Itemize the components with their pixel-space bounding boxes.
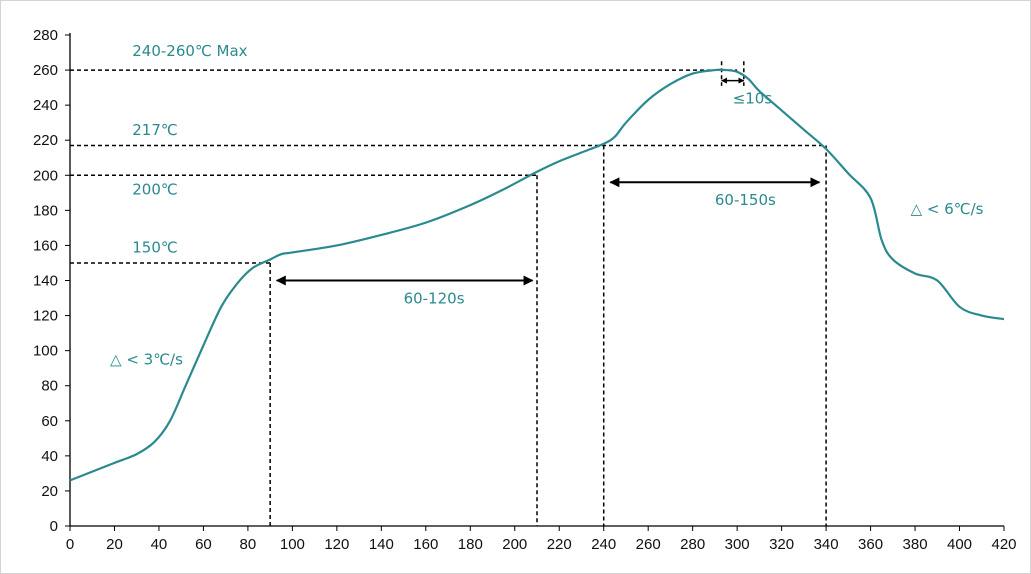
annotation-label: 150℃ [132,238,177,256]
x-tick-label: 140 [369,536,394,553]
y-tick-label: 280 [33,27,58,44]
y-tick-label: 260 [33,62,58,79]
x-tick-label: 400 [947,536,972,553]
annotation-label: ≤10s [733,89,773,107]
x-tick-label: 420 [991,536,1016,553]
x-tick-label: 80 [240,536,257,553]
x-tick-label: 0 [66,536,74,553]
y-tick-label: 40 [41,448,58,465]
y-tick-label: 200 [33,167,58,184]
x-tick-label: 100 [280,536,305,553]
x-tick-label: 360 [858,536,883,553]
annotation-label: 60-150s [715,191,776,209]
y-tick-label: 100 [33,343,58,360]
x-tick-label: 320 [769,536,794,553]
x-tick-label: 60 [195,536,212,553]
annotation-label: △ < 3℃/s [110,351,183,369]
y-tick-label: 220 [33,132,58,149]
y-tick-label: 0 [50,518,58,535]
x-tick-label: 160 [413,536,438,553]
y-tick-label: 80 [41,378,58,395]
x-tick-label: 120 [324,536,349,553]
y-tick-label: 180 [33,202,58,219]
x-tick-label: 380 [903,536,928,553]
x-tick-label: 220 [547,536,572,553]
annotation-label: △ < 6℃/s [911,200,984,218]
x-tick-label: 300 [725,536,750,553]
x-tick-label: 40 [151,536,168,553]
x-tick-label: 20 [106,536,123,553]
annotation-label: 217℃ [132,121,177,139]
temperature-curve [69,68,1005,482]
x-tick-label: 180 [458,536,483,553]
x-tick-label: 260 [636,536,661,553]
y-tick-label: 140 [33,273,58,290]
x-tick-label: 240 [591,536,616,553]
annotation-label: 240-260℃ Max [132,42,247,60]
y-tick-label: 160 [33,237,58,254]
y-tick-label: 120 [33,308,58,325]
y-tick-label: 60 [41,413,58,430]
y-tick-label: 20 [41,483,58,500]
x-tick-label: 200 [502,536,527,553]
y-tick-label: 240 [33,97,58,114]
annotation-label: 200℃ [132,181,177,199]
x-tick-label: 340 [814,536,839,553]
annotation-label: 60-120s [404,289,465,307]
x-tick-label: 280 [680,536,705,553]
